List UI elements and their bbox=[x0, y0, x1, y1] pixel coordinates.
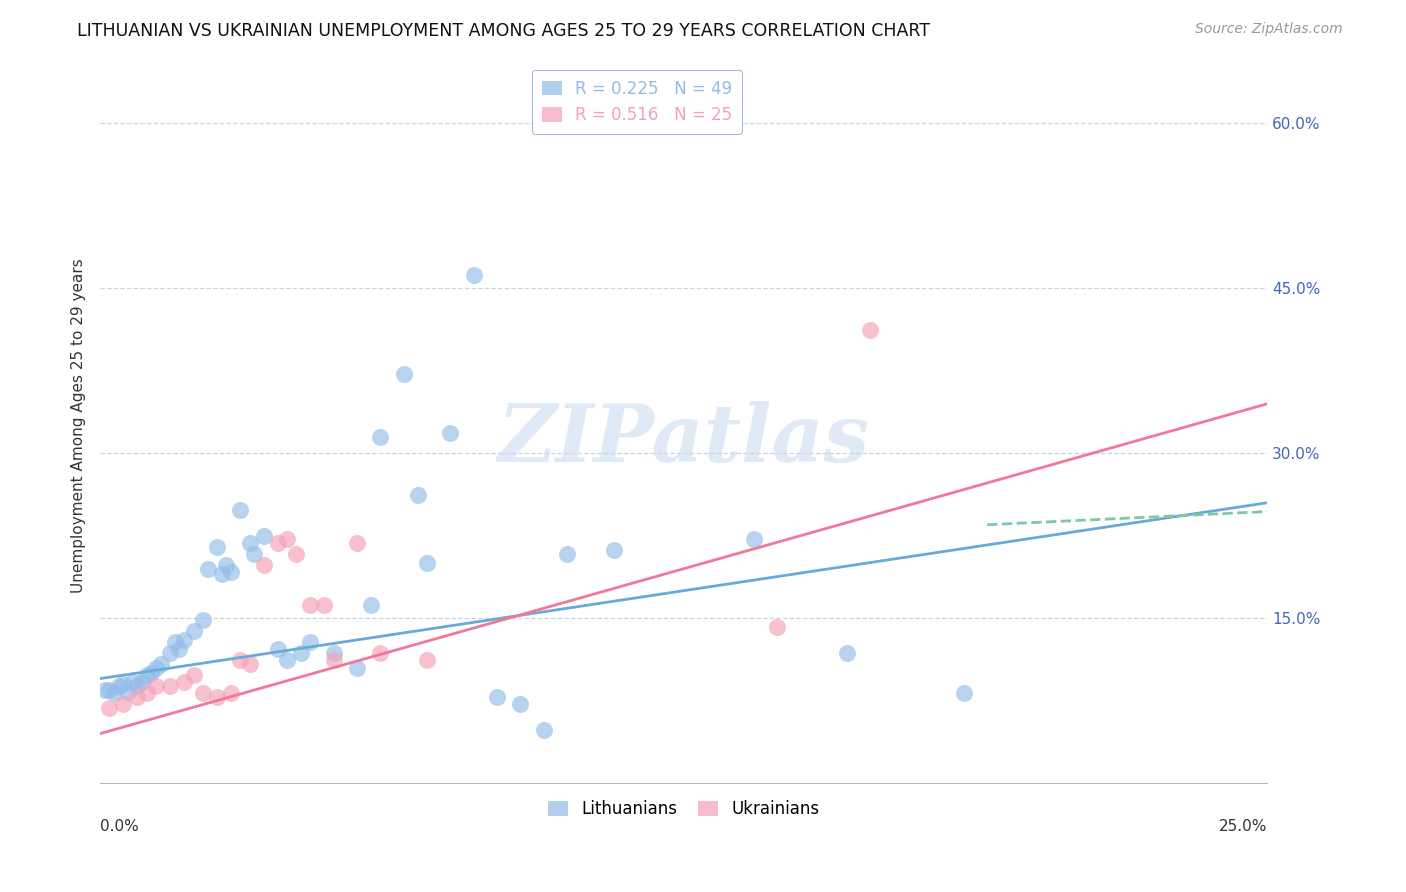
Point bbox=[145, 679, 167, 693]
Point bbox=[252, 529, 274, 543]
Point bbox=[163, 635, 186, 649]
Point bbox=[159, 679, 181, 693]
Text: 0.0%: 0.0% bbox=[100, 819, 139, 834]
Point bbox=[299, 635, 322, 649]
Point bbox=[299, 598, 322, 612]
Point bbox=[183, 624, 205, 639]
Point bbox=[191, 686, 214, 700]
Point bbox=[439, 426, 461, 441]
Point bbox=[485, 690, 508, 705]
Point bbox=[322, 646, 344, 660]
Point bbox=[346, 660, 368, 674]
Text: LITHUANIAN VS UKRAINIAN UNEMPLOYMENT AMONG AGES 25 TO 29 YEARS CORRELATION CHART: LITHUANIAN VS UKRAINIAN UNEMPLOYMENT AMO… bbox=[77, 22, 931, 40]
Point bbox=[107, 679, 129, 693]
Point bbox=[368, 646, 391, 660]
Point bbox=[117, 685, 139, 699]
Y-axis label: Unemployment Among Ages 25 to 29 years: Unemployment Among Ages 25 to 29 years bbox=[72, 259, 86, 593]
Point bbox=[145, 660, 167, 674]
Point bbox=[112, 677, 135, 691]
Point bbox=[392, 367, 415, 381]
Point bbox=[252, 558, 274, 573]
Point bbox=[509, 697, 531, 711]
Point bbox=[360, 598, 382, 612]
Point bbox=[555, 548, 578, 562]
Point bbox=[98, 682, 121, 697]
Point bbox=[127, 690, 149, 705]
Point bbox=[837, 646, 859, 660]
Point bbox=[173, 674, 195, 689]
Point bbox=[285, 548, 308, 562]
Point bbox=[229, 653, 252, 667]
Point bbox=[169, 642, 191, 657]
Point bbox=[173, 633, 195, 648]
Point bbox=[859, 323, 882, 337]
Point bbox=[159, 646, 181, 660]
Text: Source: ZipAtlas.com: Source: ZipAtlas.com bbox=[1195, 22, 1343, 37]
Point bbox=[346, 536, 368, 550]
Point bbox=[290, 646, 312, 660]
Point bbox=[219, 686, 242, 700]
Point bbox=[314, 598, 336, 612]
Point bbox=[238, 536, 260, 550]
Point bbox=[953, 686, 976, 700]
Point bbox=[416, 653, 439, 667]
Point bbox=[112, 697, 135, 711]
Point bbox=[416, 556, 439, 570]
Point bbox=[135, 668, 157, 682]
Point bbox=[229, 503, 252, 517]
Point bbox=[266, 642, 288, 657]
Point bbox=[406, 488, 429, 502]
Point bbox=[322, 653, 344, 667]
Legend: Lithuanians, Ukrainians: Lithuanians, Ukrainians bbox=[541, 793, 825, 825]
Point bbox=[205, 540, 228, 554]
Point bbox=[533, 723, 555, 738]
Point bbox=[183, 668, 205, 682]
Point bbox=[135, 686, 157, 700]
Point bbox=[215, 558, 238, 573]
Point bbox=[742, 532, 765, 546]
Point bbox=[243, 548, 266, 562]
Text: 25.0%: 25.0% bbox=[1219, 819, 1267, 834]
Point bbox=[127, 679, 149, 693]
Point bbox=[197, 562, 219, 576]
Text: ZIPatlas: ZIPatlas bbox=[498, 401, 870, 479]
Point bbox=[149, 657, 172, 672]
Point bbox=[276, 532, 298, 546]
Point bbox=[368, 430, 391, 444]
Point bbox=[141, 666, 163, 681]
Point bbox=[103, 686, 125, 700]
Point bbox=[766, 620, 789, 634]
Point bbox=[94, 682, 117, 697]
Point bbox=[266, 536, 288, 550]
Point bbox=[463, 268, 485, 283]
Point bbox=[219, 565, 242, 579]
Point bbox=[131, 674, 153, 689]
Point bbox=[191, 613, 214, 627]
Point bbox=[205, 690, 228, 705]
Point bbox=[276, 653, 298, 667]
Point bbox=[98, 701, 121, 715]
Point bbox=[211, 567, 233, 582]
Point bbox=[121, 674, 143, 689]
Point bbox=[238, 657, 260, 672]
Point bbox=[602, 543, 624, 558]
